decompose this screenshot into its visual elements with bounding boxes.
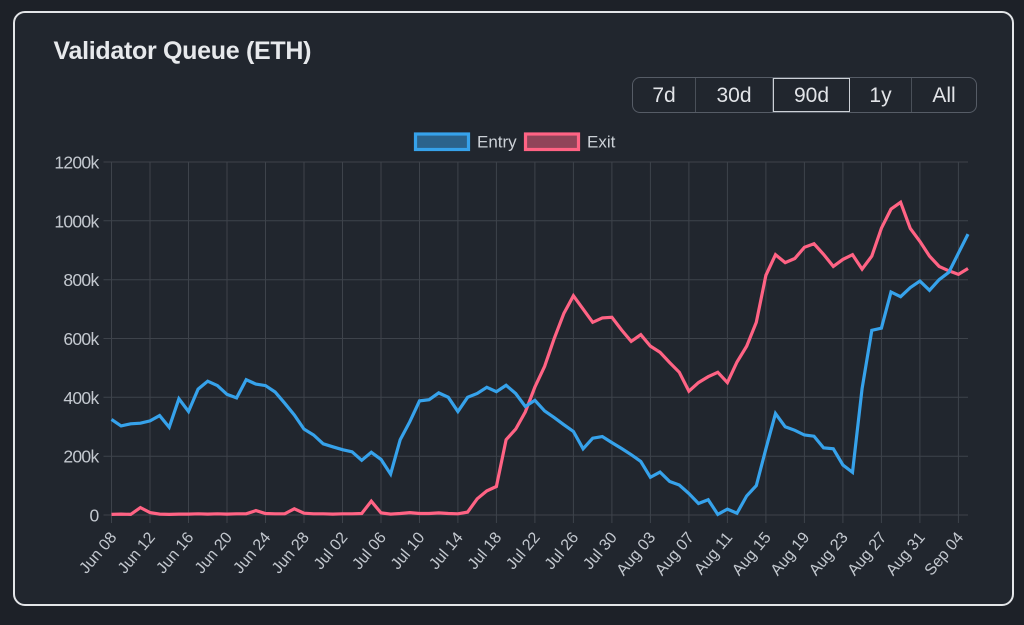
svg-text:Aug 07: Aug 07: [652, 529, 698, 579]
svg-text:Entry: Entry: [477, 133, 517, 152]
svg-text:Sep 04: Sep 04: [922, 529, 968, 579]
svg-text:1200k: 1200k: [54, 153, 99, 173]
svg-text:Jul 14: Jul 14: [426, 529, 467, 573]
svg-text:Jun 12: Jun 12: [115, 529, 159, 577]
svg-text:400k: 400k: [63, 388, 99, 408]
svg-text:Jun 20: Jun 20: [192, 529, 236, 577]
svg-text:Aug 15: Aug 15: [729, 529, 775, 579]
svg-text:600k: 600k: [63, 329, 99, 349]
svg-text:Jul 26: Jul 26: [542, 529, 583, 573]
svg-text:Exit: Exit: [587, 133, 616, 152]
svg-text:200k: 200k: [63, 447, 99, 467]
svg-text:Jul 02: Jul 02: [311, 529, 352, 573]
svg-text:Aug 03: Aug 03: [614, 529, 660, 579]
svg-text:Aug 27: Aug 27: [845, 529, 891, 579]
svg-text:800k: 800k: [63, 270, 99, 290]
svg-text:Aug 11: Aug 11: [691, 529, 736, 578]
svg-text:Jul 18: Jul 18: [465, 529, 506, 573]
svg-text:0: 0: [89, 506, 99, 526]
svg-text:Jul 06: Jul 06: [349, 529, 390, 573]
svg-text:Jun 28: Jun 28: [269, 529, 313, 577]
svg-text:Jun 08: Jun 08: [76, 529, 120, 577]
svg-text:Jun 16: Jun 16: [153, 529, 197, 577]
svg-text:Jun 24: Jun 24: [230, 529, 274, 577]
svg-text:Aug 19: Aug 19: [768, 529, 814, 579]
svg-text:1000k: 1000k: [54, 211, 99, 231]
svg-text:Jul 22: Jul 22: [503, 529, 544, 573]
svg-text:Aug 23: Aug 23: [806, 529, 852, 579]
svg-text:Jul 10: Jul 10: [388, 529, 429, 573]
svg-text:Aug 31: Aug 31: [883, 529, 929, 579]
